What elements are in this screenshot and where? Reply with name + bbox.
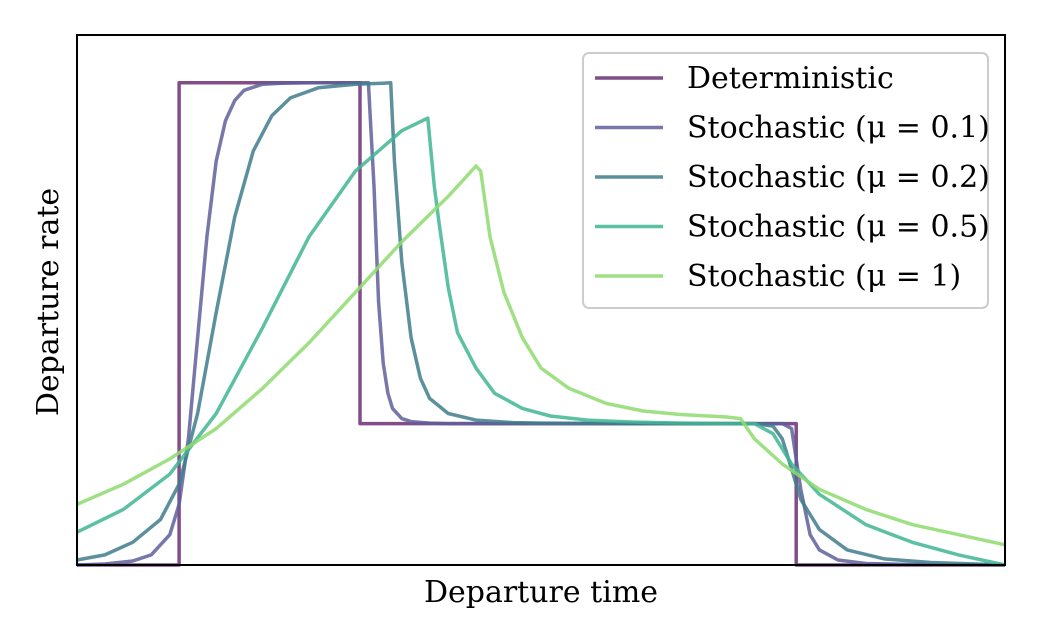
legend-label-0: Deterministic — [687, 61, 894, 96]
legend: Deterministic Stochastic (μ = 0.1) Stochas… — [582, 52, 990, 309]
legend-box — [582, 52, 989, 309]
legend-label-1: Stochastic (μ = 0.1) — [687, 111, 990, 146]
plot-frame — [76, 34, 1006, 566]
series-line-4 — [76, 164, 1006, 547]
legend-label-2: Stochastic (μ = 0.2) — [687, 160, 990, 195]
legend-label-4: Stochastic (μ = 1) — [687, 259, 961, 294]
y-axis-label: Departure rate — [31, 188, 66, 416]
legend-entries: Deterministic Stochastic (μ = 0.1) Stochas… — [595, 61, 990, 294]
legend-label-3: Stochastic (μ = 0.5) — [687, 210, 990, 245]
x-axis-label: Departure time — [424, 575, 658, 610]
series-layer — [76, 80, 1006, 567]
series-line-2 — [76, 80, 1006, 567]
series-line-3 — [76, 116, 1006, 567]
